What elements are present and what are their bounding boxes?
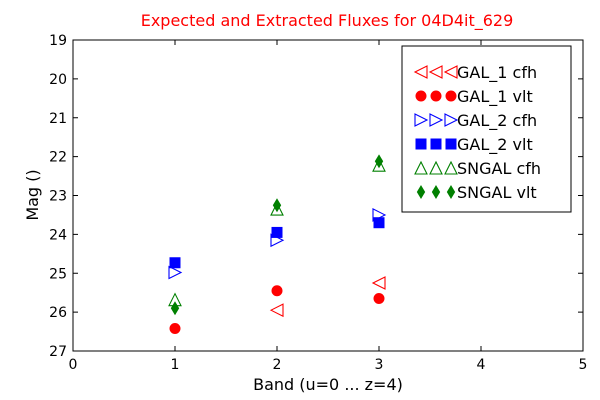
legend-marker-sngal-cfh — [444, 160, 458, 175]
legend-marker-sngal-vlt — [416, 185, 426, 199]
y-tick-label: 22 — [49, 150, 67, 166]
y-tick-label: 19 — [49, 33, 67, 49]
plot-frame — [72, 39, 584, 352]
y-tick-label: 23 — [49, 189, 67, 205]
x-tick-label: 2 — [273, 357, 282, 373]
data-point-gal-1-vlt — [373, 293, 385, 305]
legend-marker-sngal-vlt — [446, 185, 456, 199]
data-point-gal-1-vlt — [169, 322, 181, 334]
y-axis-label: Mag () — [23, 169, 42, 220]
data-point-gal-2-cfh — [168, 265, 183, 280]
y-tick-label: 24 — [49, 227, 67, 243]
chart-title: Expected and Extracted Fluxes for 04D4it… — [141, 11, 514, 31]
legend-marker-gal-1-cfh — [428, 65, 443, 79]
legend: GAL_1 cfh GAL_1 vlt GAL_2 cfh GAL_2 vlt SNGA… — [401, 45, 572, 213]
legend-label-sngal-cfh: SNGAL cfh — [457, 159, 541, 178]
data-point-sngal-vlt — [374, 154, 384, 169]
x-tick-label: 0 — [69, 357, 78, 373]
legend-label-gal-1-cfh: GAL_1 cfh — [457, 63, 537, 83]
x-tick-label: 1 — [171, 357, 180, 373]
y-tick-label: 26 — [49, 305, 67, 321]
legend-marker-gal-2-cfh — [429, 113, 444, 127]
legend-marker-gal-1-vlt — [415, 90, 427, 102]
legend-marker-gal-2-cfh — [414, 113, 429, 127]
data-point-sngal-vlt — [170, 301, 180, 316]
y-tick-label: 21 — [49, 111, 67, 127]
legend-label-gal-2-vlt: GAL_2 vlt — [457, 135, 533, 155]
data-point-gal-2-vlt — [271, 226, 283, 238]
x-axis-label: Band (u=0 ... z=4) — [253, 375, 403, 394]
data-point-gal-1-vlt — [271, 285, 283, 297]
legend-marker-sngal-cfh — [414, 160, 428, 175]
legend-marker-gal-1-vlt — [445, 90, 457, 102]
legend-marker-gal-1-vlt — [430, 90, 442, 102]
data-point-gal-2-vlt — [169, 257, 181, 269]
legend-marker-gal-2-cfh — [444, 113, 459, 127]
data-point-gal-2-vlt — [373, 217, 385, 229]
legend-label-sngal-vlt: SNGAL vlt — [457, 183, 537, 202]
legend-marker-gal-2-vlt — [430, 138, 442, 150]
data-point-gal-1-cfh — [371, 276, 386, 290]
legend-marker-gal-1-cfh — [443, 65, 458, 79]
legend-marker-gal-1-cfh — [413, 65, 428, 79]
legend-marker-gal-2-vlt — [445, 138, 457, 150]
legend-marker-sngal-vlt — [431, 185, 441, 199]
x-tick-label: 5 — [579, 357, 588, 373]
x-tick-label: 4 — [477, 357, 486, 373]
y-tick-label: 25 — [49, 266, 67, 282]
legend-label-gal-2-cfh: GAL_2 cfh — [457, 111, 537, 131]
y-tick-label: 20 — [49, 72, 67, 88]
data-marks — [168, 154, 387, 334]
data-point-sngal-vlt — [272, 198, 282, 213]
legend-label-gal-1-vlt: GAL_1 vlt — [457, 87, 533, 107]
data-point-gal-1-cfh — [269, 303, 284, 318]
y-tick-label: 27 — [49, 344, 67, 360]
legend-marker-gal-2-vlt — [415, 138, 427, 150]
legend-marker-sngal-cfh — [429, 160, 443, 175]
data-point-sngal-cfh — [270, 201, 284, 216]
x-tick-label: 3 — [375, 357, 384, 373]
legend-box — [401, 45, 572, 213]
data-point-sngal-cfh — [372, 157, 386, 172]
